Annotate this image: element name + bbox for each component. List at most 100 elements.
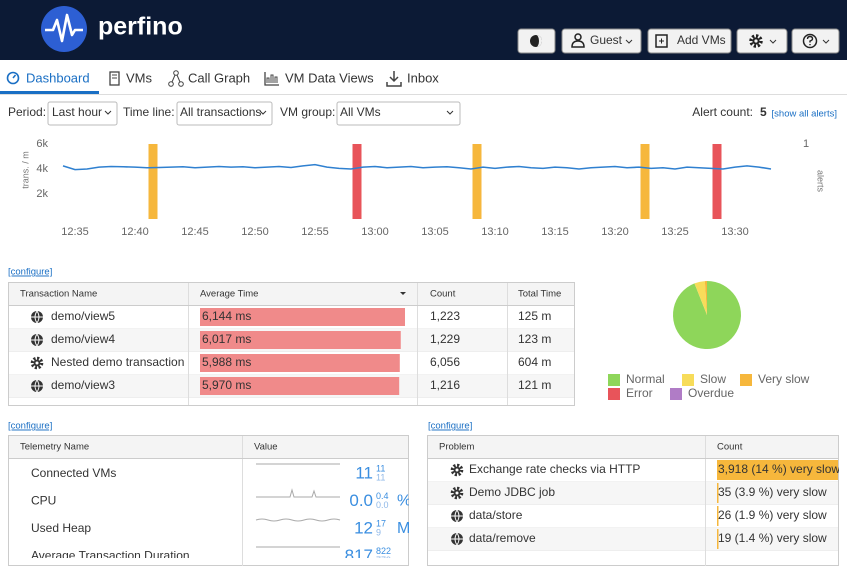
legend-label: Slow — [700, 372, 726, 386]
total-time: 125 m — [518, 309, 551, 323]
configure-link[interactable]: [configure] — [8, 267, 52, 278]
telemetry-low: 0.0 — [376, 500, 389, 510]
telemetry-value: 0.0 — [349, 491, 373, 510]
add-vms-button[interactable]: Add VMs — [648, 29, 731, 53]
x-tick-label: 13:05 — [421, 226, 449, 238]
alert-bar — [713, 144, 722, 219]
telemetry-name: Used Heap — [31, 521, 91, 535]
logo-text: perfino — [98, 13, 183, 41]
alert-bar — [473, 144, 482, 219]
problem-name: Exchange rate checks via HTTP — [469, 462, 640, 476]
legend-label: Error — [626, 386, 653, 400]
count: 1,223 — [430, 309, 460, 323]
transaction-name: demo/view3 — [51, 378, 115, 392]
column-header: Count — [430, 289, 456, 300]
tab-dashboard[interactable]: Dashboard — [0, 70, 99, 94]
button-label: Add VMs — [677, 33, 726, 47]
count: 1,229 — [430, 332, 460, 346]
transaction-name: demo/view4 — [51, 332, 115, 346]
problem-name: Demo JDBC job — [469, 485, 555, 499]
legend-label: Normal — [626, 372, 665, 386]
tab-label: VMs — [126, 70, 153, 85]
transaction-name: Nested demo transaction — [51, 355, 184, 369]
column-header: Transaction Name — [20, 289, 97, 300]
theme-button[interactable] — [518, 29, 555, 53]
y-axis-title: trans. / m — [20, 151, 30, 189]
gear-icon — [456, 469, 459, 472]
legend-swatch — [670, 388, 682, 400]
column-header: Average Time — [200, 289, 258, 300]
avg-time-label: 5,970 ms — [202, 378, 251, 392]
y2-axis-title: alerts — [816, 170, 826, 193]
count-label: 19 (1.4 %) very slow — [718, 531, 827, 545]
timeline-select[interactable]: All transactions — [177, 102, 272, 125]
telemetry-unit: % — [397, 493, 411, 510]
throughput-chart: 2k4k6k112:3512:4012:4512:5012:5513:0013:… — [36, 138, 809, 238]
column-header: Total Time — [518, 289, 561, 300]
y2-tick-label: 1 — [803, 138, 809, 150]
filter-label: Time line: — [123, 105, 175, 119]
alert-bar — [641, 144, 650, 219]
throughput-line — [63, 165, 771, 170]
configure-link[interactable]: [configure] — [428, 421, 472, 432]
x-tick-label: 12:55 — [301, 226, 329, 238]
select-value: All VMs — [340, 105, 381, 119]
tab-label: Inbox — [407, 70, 439, 85]
select-value: Last hour — [52, 105, 102, 119]
tab-label: Call Graph — [188, 70, 250, 85]
help-button[interactable] — [792, 29, 839, 53]
legend-swatch — [608, 388, 620, 400]
tab-vm-data-views[interactable]: VM Data Views — [265, 70, 374, 85]
legend-label: Overdue — [688, 386, 734, 400]
x-tick-label: 13:25 — [661, 226, 689, 238]
tab-label: VM Data Views — [285, 70, 374, 85]
total-time: 123 m — [518, 332, 551, 346]
telemetry-table: Connected VMs111111CPU0.00.40.0%Used Hea… — [9, 436, 422, 566]
count-label: 26 (1.9 %) very slow — [718, 508, 827, 522]
button-label: Guest — [590, 33, 623, 47]
tab-vms[interactable]: VMs — [110, 70, 153, 85]
total-time: 121 m — [518, 378, 551, 392]
x-tick-label: 13:20 — [601, 226, 629, 238]
user-button[interactable]: Guest — [562, 29, 641, 53]
problems-table: Exchange rate checks via HTTP3,918 (14 %… — [428, 436, 841, 566]
telemetry-low: 11 — [376, 472, 385, 482]
tab-inbox[interactable]: Inbox — [387, 70, 439, 86]
gear-icon — [456, 492, 459, 495]
column-header: Value — [254, 442, 278, 453]
x-tick-label: 12:40 — [121, 226, 149, 238]
legend-swatch — [608, 374, 620, 386]
avg-time-label: 6,144 ms — [202, 309, 251, 323]
select-value: All transactions — [180, 105, 261, 119]
gear-icon — [36, 362, 39, 365]
total-time: 604 m — [518, 355, 551, 369]
tab-call-graph[interactable]: Call Graph — [169, 70, 250, 86]
column-header: Problem — [439, 442, 474, 453]
x-tick-label: 13:00 — [361, 226, 389, 238]
alert-count: 5 — [760, 105, 767, 119]
transaction-name: demo/view5 — [51, 309, 115, 323]
avg-time-label: 6,017 ms — [202, 332, 251, 346]
x-tick-label: 13:30 — [721, 226, 749, 238]
x-tick-label: 13:15 — [541, 226, 569, 238]
count: 6,056 — [430, 355, 460, 369]
tab-label: Dashboard — [26, 70, 90, 85]
legend-swatch — [740, 374, 752, 386]
configure-link[interactable]: [configure] — [8, 421, 52, 432]
show-alerts-link[interactable]: [show all alerts] — [772, 109, 837, 120]
transactions-table: demo/view5 6,144 ms 1,223 125 m demo/view4 6,… — [9, 283, 575, 406]
problem-name: data/remove — [469, 531, 536, 545]
x-tick-label: 12:45 — [181, 226, 209, 238]
period-select[interactable]: Last hour — [48, 102, 117, 125]
y-tick-label: 6k — [36, 138, 48, 150]
vm-group-select[interactable]: All VMs — [337, 102, 460, 125]
column-header: Count — [717, 442, 743, 453]
telemetry-name: Connected VMs — [31, 466, 116, 480]
column-header: Telemetry Name — [20, 442, 89, 453]
avg-time-label: 5,988 ms — [202, 355, 251, 369]
x-tick-label: 12:50 — [241, 226, 269, 238]
legend-swatch — [682, 374, 694, 386]
legend-label: Very slow — [758, 372, 810, 386]
settings-button[interactable] — [737, 29, 787, 53]
